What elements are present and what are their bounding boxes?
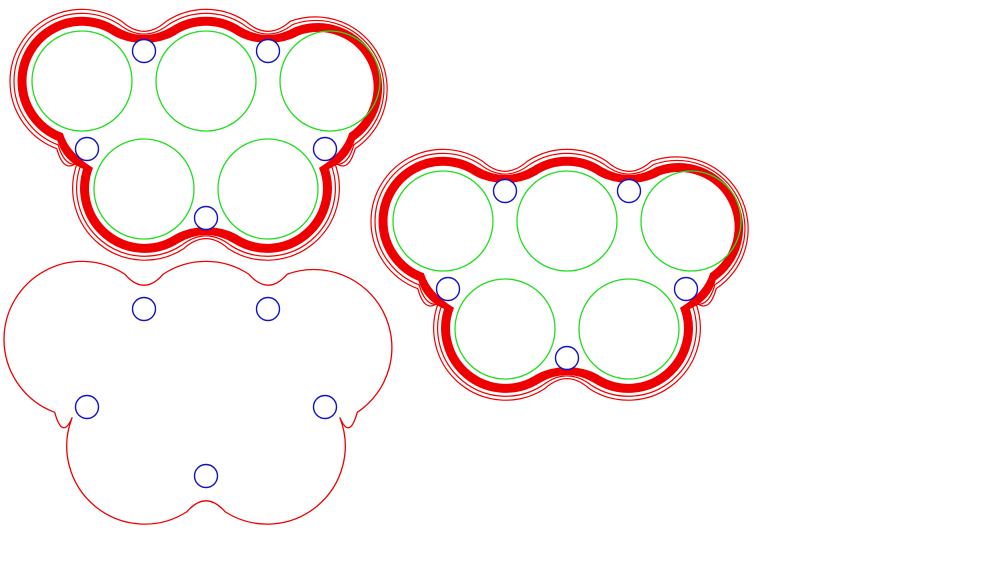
hole-circle bbox=[312, 394, 338, 420]
hole-circle bbox=[554, 345, 580, 371]
hole-circle bbox=[673, 276, 699, 302]
pocket-circle bbox=[454, 278, 556, 380]
pocket-circle bbox=[640, 170, 742, 272]
hole-circle bbox=[193, 205, 219, 231]
pocket-circle bbox=[578, 278, 680, 380]
hole-circle bbox=[492, 178, 518, 204]
top-left-layout-band bbox=[17, 16, 383, 253]
right-layout-inner-outline bbox=[374, 152, 746, 397]
pocket-circle bbox=[279, 30, 381, 132]
pocket-circle bbox=[392, 170, 494, 272]
hole-circle bbox=[131, 38, 157, 64]
top-left-layout bbox=[9, 8, 388, 261]
pocket-circle bbox=[516, 170, 618, 272]
bottom-left-layout bbox=[3, 260, 393, 525]
hole-circle bbox=[131, 296, 157, 322]
hole-circle bbox=[435, 276, 461, 302]
right-layout-band bbox=[378, 156, 744, 393]
hole-circle bbox=[255, 296, 281, 322]
hole-circle bbox=[255, 38, 281, 64]
right-layout-outer-outline bbox=[370, 148, 749, 401]
top-left-layout-outer-outline bbox=[9, 8, 388, 261]
top-left-layout-inner-outline bbox=[13, 12, 385, 257]
pocket-circle bbox=[93, 138, 195, 240]
bottom-left-layout-outline bbox=[3, 260, 393, 525]
hole-circle bbox=[193, 463, 219, 489]
right-layout bbox=[370, 148, 749, 401]
hole-circle bbox=[74, 136, 100, 162]
pocket-circle bbox=[31, 30, 133, 132]
top-left-layout-interior bbox=[26, 26, 374, 244]
hole-circle bbox=[616, 178, 642, 204]
pocket-circle bbox=[217, 138, 319, 240]
pocket-circle bbox=[155, 30, 257, 132]
hole-circle bbox=[74, 394, 100, 420]
shapes-layer bbox=[3, 8, 749, 525]
hole-circle bbox=[312, 136, 338, 162]
right-layout-interior bbox=[387, 166, 735, 384]
